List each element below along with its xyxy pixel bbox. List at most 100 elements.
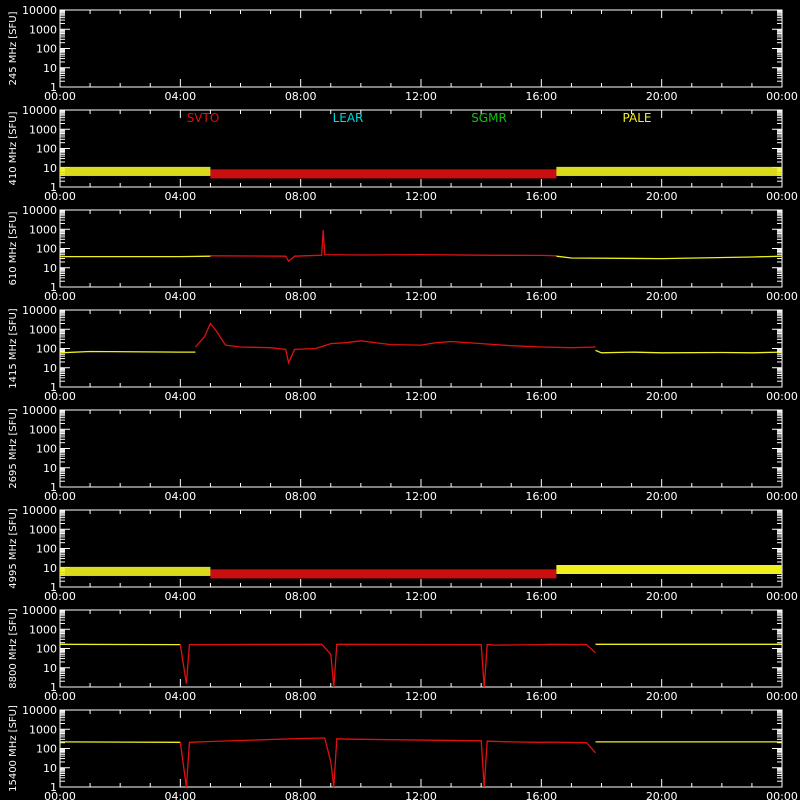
y-axis-title: 1415 MHz [SFU] <box>8 308 19 389</box>
panel-5: 1 10 100 1000 10000 00:00 04:00 08:00 12:00 16:00… <box>8 504 798 603</box>
y-tick-label: 10000 <box>22 104 57 117</box>
x-tick-label: 16:00 <box>525 90 557 103</box>
x-tick-label: 04:00 <box>164 490 196 503</box>
x-tick-label: 12:00 <box>405 90 437 103</box>
y-tick-label: 100 <box>36 43 57 56</box>
x-tick-label: 04:00 <box>164 390 196 403</box>
x-tick-label: 00:00 <box>44 390 76 403</box>
series-line-pale <box>59 350 196 354</box>
y-tick-label: 10000 <box>22 304 57 317</box>
x-tick-label: 12:00 <box>405 190 437 203</box>
y-axis-title: 410 MHz [SFU] <box>8 111 19 185</box>
y-tick-label: 1 <box>50 181 57 194</box>
panel-7: 1 10 100 1000 10000 00:00 04:00 08:00 12:00 16:00… <box>8 704 798 800</box>
y-tick-label: 10000 <box>22 4 57 17</box>
panel-1: 1 10 100 1000 10000 00:00 04:00 08:00 12:00 16:00… <box>8 104 798 203</box>
y-tick-label: 100 <box>36 743 57 756</box>
panel-3: 1 10 100 1000 10000 00:00 04:00 08:00 12:00 16:00… <box>8 304 798 403</box>
y-tick-label: 10 <box>43 462 57 475</box>
x-tick-label: 00:00 <box>766 790 798 800</box>
x-tick-label: 16:00 <box>525 790 557 800</box>
x-tick-label: 12:00 <box>405 790 437 800</box>
y-tick-label: 1000 <box>29 23 57 36</box>
x-tick-label: 00:00 <box>44 690 76 703</box>
x-tick-label: 00:00 <box>766 490 798 503</box>
y-tick-label: 1000 <box>29 423 57 436</box>
y-tick-label: 1 <box>50 281 57 294</box>
x-tick-label: 04:00 <box>164 590 196 603</box>
x-tick-label: 16:00 <box>525 490 557 503</box>
x-tick-label: 16:00 <box>525 590 557 603</box>
y-tick-label: 100 <box>36 543 57 556</box>
x-tick-label: 12:00 <box>405 590 437 603</box>
series-line-pale <box>595 349 783 354</box>
legend-station-pale: PALE <box>623 111 652 125</box>
x-tick-label: 20:00 <box>646 390 678 403</box>
x-tick-label: 20:00 <box>646 190 678 203</box>
x-tick-label: 08:00 <box>285 90 317 103</box>
y-tick-label: 100 <box>36 443 57 456</box>
y-tick-label: 10 <box>43 62 57 75</box>
y-axis-title: 4995 MHz [SFU] <box>8 508 19 589</box>
y-tick-label: 1000 <box>29 723 57 736</box>
x-tick-label: 04:00 <box>164 90 196 103</box>
series-line-svto <box>179 643 596 688</box>
legend-station-sgmr: SGMR <box>471 111 507 125</box>
x-tick-label: 04:00 <box>164 690 196 703</box>
y-tick-label: 10000 <box>22 404 57 417</box>
x-tick-label: 08:00 <box>285 690 317 703</box>
x-tick-label: 16:00 <box>525 390 557 403</box>
x-tick-label: 16:00 <box>525 190 557 203</box>
x-tick-label: 04:00 <box>164 790 196 800</box>
series-line-svto <box>194 322 596 365</box>
y-tick-label: 1 <box>50 681 57 694</box>
panel-4: 1 10 100 1000 10000 00:00 04:00 08:00 12:00 16:00… <box>8 404 798 503</box>
x-tick-label: 08:00 <box>285 190 317 203</box>
y-tick-label: 100 <box>36 143 57 156</box>
x-tick-label: 20:00 <box>646 690 678 703</box>
x-tick-label: 00:00 <box>44 790 76 800</box>
y-tick-label: 10 <box>43 562 57 575</box>
y-tick-label: 10000 <box>22 204 57 217</box>
panel-0: 1 10 100 1000 10000 00:00 04:00 08:00 12:00 16:00… <box>8 4 798 103</box>
y-tick-label: 10 <box>43 762 57 775</box>
x-tick-label: 00:00 <box>766 190 798 203</box>
y-tick-label: 1 <box>50 781 57 794</box>
y-tick-label: 10 <box>43 362 57 375</box>
panel-6: 1 10 100 1000 10000 00:00 04:00 08:00 12:00 16:00… <box>8 604 798 703</box>
y-tick-label: 1 <box>50 481 57 494</box>
x-tick-label: 20:00 <box>646 790 678 800</box>
y-tick-label: 10000 <box>22 604 57 617</box>
y-tick-label: 10 <box>43 262 57 275</box>
x-tick-label: 00:00 <box>44 190 76 203</box>
x-tick-label: 08:00 <box>285 590 317 603</box>
y-tick-label: 100 <box>36 343 57 356</box>
series-line-pale <box>556 255 783 260</box>
x-tick-label: 00:00 <box>766 590 798 603</box>
x-tick-label: 04:00 <box>164 190 196 203</box>
x-tick-label: 00:00 <box>766 390 798 403</box>
y-tick-label: 100 <box>36 643 57 656</box>
y-tick-label: 1000 <box>29 523 57 536</box>
x-tick-label: 20:00 <box>646 90 678 103</box>
legend-station-lear: LEAR <box>333 111 364 125</box>
y-tick-label: 10 <box>43 662 57 675</box>
x-tick-label: 04:00 <box>164 290 196 303</box>
x-tick-label: 20:00 <box>646 590 678 603</box>
y-tick-label: 1000 <box>29 123 57 136</box>
x-tick-label: 20:00 <box>646 290 678 303</box>
y-tick-label: 1 <box>50 581 57 594</box>
x-tick-label: 00:00 <box>766 690 798 703</box>
y-axis-title: 245 MHz [SFU] <box>8 11 19 85</box>
x-tick-label: 08:00 <box>285 290 317 303</box>
y-tick-label: 1 <box>50 81 57 94</box>
x-tick-label: 12:00 <box>405 390 437 403</box>
x-tick-label: 08:00 <box>285 390 317 403</box>
y-tick-label: 10000 <box>22 504 57 517</box>
x-tick-label: 12:00 <box>405 290 437 303</box>
x-tick-label: 00:00 <box>44 290 76 303</box>
y-axis-title: 2695 MHz [SFU] <box>8 408 19 489</box>
x-tick-label: 20:00 <box>646 490 678 503</box>
